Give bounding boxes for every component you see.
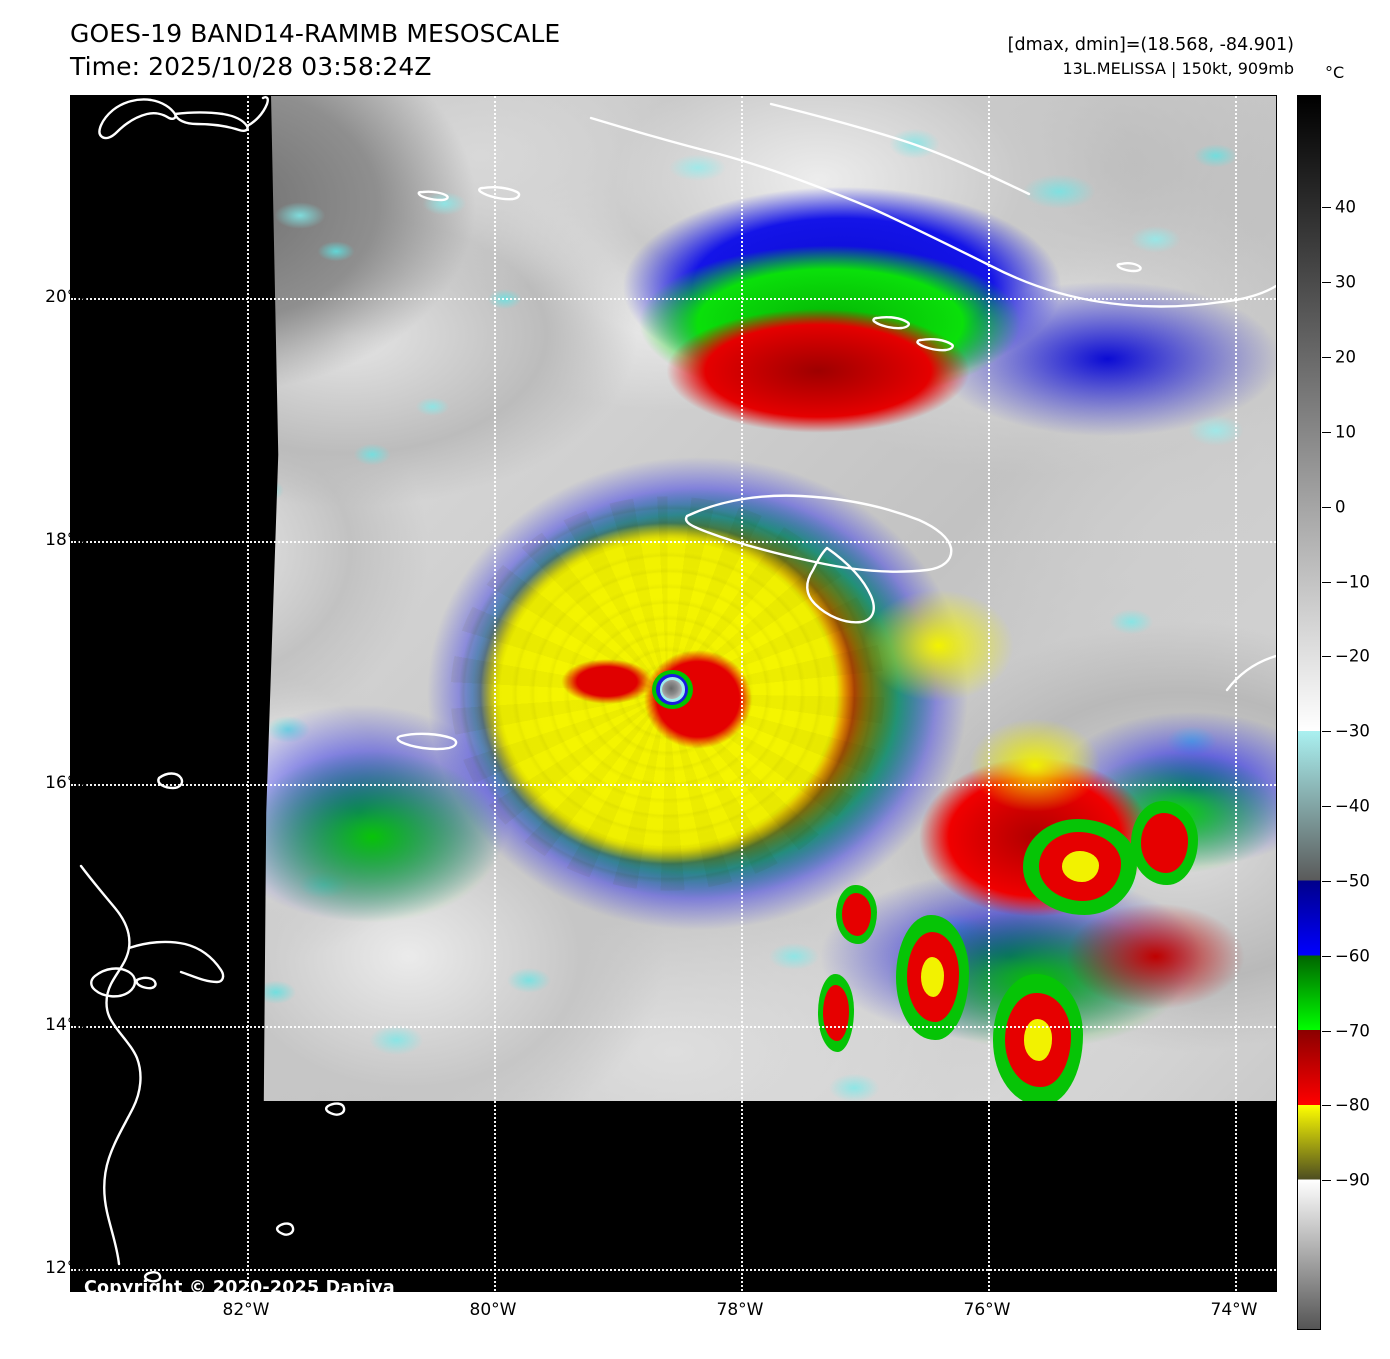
gridline-lon-82w	[247, 96, 249, 1291]
gridline-lon-78w	[741, 96, 743, 1291]
colorbar-tick-10	[1322, 431, 1331, 433]
y-tick-label-12n: 12°N	[45, 1258, 88, 1278]
colorbar-label-neg40: −40	[1335, 796, 1370, 816]
gridline-lat-18n	[71, 541, 1276, 543]
gridline-lat-16n	[71, 784, 1276, 786]
coastline-overlay	[396, 102, 1276, 751]
colorbar-tick-neg80	[1322, 1105, 1331, 1107]
timestamp-label: Time: 2025/10/28 03:58:24Z	[70, 51, 432, 81]
colorbar-label-0: 0	[1335, 497, 1346, 517]
colorbar-label-neg10: −10	[1335, 572, 1370, 592]
satellite-data-swath	[263, 96, 1276, 1101]
colorbar-tick-neg40	[1322, 806, 1331, 808]
eyewall-red-moat-west	[546, 651, 668, 712]
gridline-lon-74w	[1235, 96, 1237, 1291]
colorbar-tick-neg90	[1322, 1180, 1331, 1182]
metadata-block: [dmax, dmin]=(18.568, -84.901) 13L.MELIS…	[1008, 33, 1294, 81]
product-title: GOES-19 BAND14-RAMMB MESOSCALE	[70, 19, 561, 48]
x-tick-label-76w: 76°W	[963, 1300, 1011, 1320]
hurricane-eye	[651, 669, 693, 710]
colorbar-label-40: 40	[1335, 197, 1356, 217]
copyright-label: Copyright © 2020-2025 Dapiya	[84, 1278, 395, 1298]
colorbar-label-neg20: −20	[1335, 646, 1370, 666]
page-title: GOES-19 BAND14-RAMMB MESOSCALE Time: 202…	[70, 18, 560, 83]
colorbar-tick-40	[1322, 207, 1331, 209]
colorbar-label-neg60: −60	[1335, 946, 1370, 966]
x-tick-label-78w: 78°W	[716, 1300, 764, 1320]
colorbar-tick-neg70	[1322, 1030, 1331, 1032]
colorbar-label-neg80: −80	[1335, 1095, 1370, 1115]
eye-warm-center	[662, 679, 683, 699]
coastline-no-data-overlay	[79, 96, 346, 1283]
colorbar-tick-neg50	[1322, 880, 1331, 882]
y-tick-label-14n: 14°N	[45, 1015, 88, 1035]
colorbar-label-10: 10	[1335, 422, 1356, 442]
lat-lon-grid	[71, 96, 1276, 1291]
yellow-cdo-layer	[263, 96, 1276, 1101]
gridline-lat-20n	[71, 298, 1276, 300]
satellite-image-panel	[70, 95, 1277, 1292]
y-tick-label-16n: 16°N	[45, 773, 88, 793]
colorbar-label-neg90: −90	[1335, 1170, 1370, 1190]
storm-info-label: 13L.MELISSA | 150kt, 909mb	[1062, 58, 1294, 78]
colorbar-tick-30	[1322, 282, 1331, 284]
colorbar-label-30: 30	[1335, 272, 1356, 292]
x-tick-label-82w: 82°W	[222, 1300, 270, 1320]
colorbar-tick-neg10	[1322, 581, 1331, 583]
y-tick-label-18n: 18°N	[45, 530, 88, 550]
colorbar-label-20: 20	[1335, 347, 1356, 367]
colorbar-tick-neg30	[1322, 731, 1331, 733]
y-tick-label-20n: 20°N	[45, 287, 88, 307]
gridline-lon-76w	[988, 96, 990, 1291]
colorbar-tick-neg60	[1322, 955, 1331, 957]
x-tick-label-80w: 80°W	[469, 1300, 517, 1320]
colorbar-tick-group: 40 30 20 10 0 −10 −20 −30 −40 −50 −60 −70 −80 −90	[1322, 95, 1388, 1330]
x-tick-label-74w: 74°W	[1210, 1300, 1258, 1320]
colorbar-label-neg70: −70	[1335, 1021, 1370, 1041]
colorbar-tick-neg20	[1322, 656, 1331, 658]
colorbar-unit-label: °C	[1325, 63, 1345, 82]
colorbar-tick-0	[1322, 506, 1331, 508]
colorbar-label-neg50: −50	[1335, 871, 1370, 891]
gridline-lat-14n	[71, 1026, 1276, 1028]
gridline-lon-80w	[494, 96, 496, 1291]
colorbar-tick-20	[1322, 356, 1331, 358]
dmax-dmin-label: [dmax, dmin]=(18.568, -84.901)	[1007, 35, 1294, 55]
colorbar-gradient	[1298, 96, 1320, 1329]
gridline-lat-12n	[71, 1269, 1276, 1271]
colorbar-label-neg30: −30	[1335, 721, 1370, 741]
colorbar	[1297, 95, 1321, 1330]
